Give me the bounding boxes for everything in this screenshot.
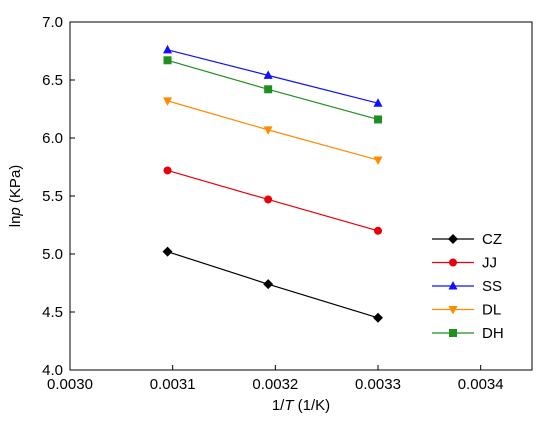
data-point-jj [163,166,172,175]
x-tick-label: 0.0033 [355,376,401,393]
y-tick-label: 4.5 [42,304,63,321]
data-point-jj [264,195,273,204]
legend-marker-ss [448,281,458,290]
data-point-dl [263,126,273,135]
series-line-cz [167,251,379,319]
data-point-cz [162,246,173,257]
legend: CZ JJ SS DL DH [432,231,504,342]
legend-marker-cz [448,234,458,244]
x-axis-title: 1/T (1/K) [272,397,330,414]
legend-label-dh: DH [482,325,504,342]
legend-label-ss: SS [482,278,502,295]
legend-label-jj: JJ [482,255,497,272]
data-point-dh [163,56,172,65]
series-line-ss [167,49,379,104]
data-point-dl [163,97,173,106]
data-point-cz [263,279,274,290]
data-point-cz [373,312,383,323]
series-line-jj [167,169,379,232]
x-tick-label: 0.0030 [47,376,93,393]
legend-marker-dh [449,329,457,337]
x-axis-ticks: 0.0030 0.0031 0.0032 0.0033 0.0034 [47,365,504,393]
data-point-dh [374,115,382,124]
data-point-dh [264,85,273,94]
data-point-ss [163,44,173,54]
data-point-dl [373,156,383,166]
y-tick-label: 5.0 [42,246,63,263]
y-tick-label: 5.5 [42,188,63,205]
legend-label-dl: DL [482,302,501,319]
data-point-ss [263,70,273,79]
series-lines [167,49,379,319]
y-axis-title: lnp (KPa) [7,165,24,228]
legend-marker-jj [449,258,457,267]
data-point-ss [373,98,383,107]
x-tick-label: 0.0031 [150,376,196,393]
y-tick-label: 7.0 [42,14,63,31]
x-tick-label: 0.0034 [458,376,504,393]
legend-label-cz: CZ [482,231,502,248]
series-line-dl [167,100,379,161]
legend-marker-dl [448,306,458,315]
series-markers [162,44,383,323]
y-tick-label: 6.0 [42,130,63,147]
y-axis-ticks: 4.0 4.5 5.0 5.5 6.0 6.5 7.0 [42,14,75,379]
y-tick-label: 6.5 [42,72,63,89]
data-point-jj [374,226,382,235]
x-tick-label: 0.0032 [252,376,298,393]
y-tick-label: 4.0 [42,362,63,379]
plot-frame [69,21,533,371]
